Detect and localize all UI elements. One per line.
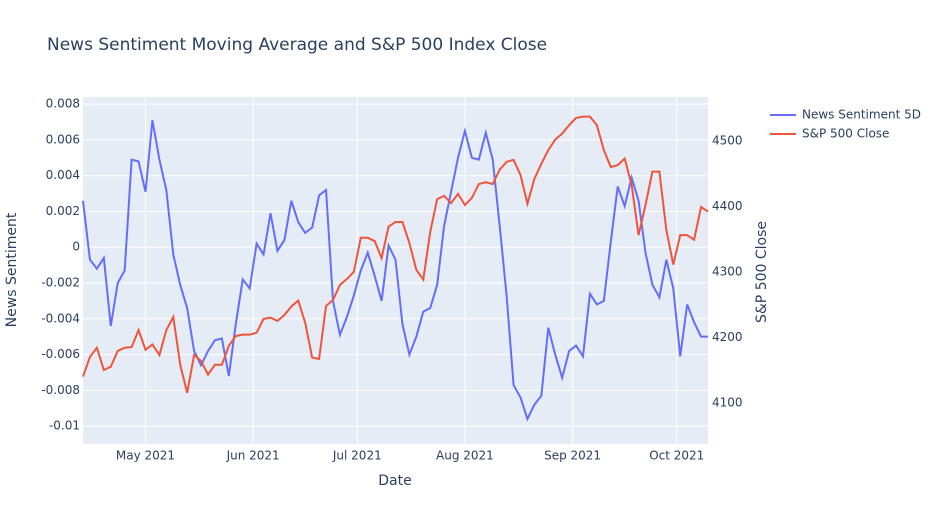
series-line xyxy=(82,120,708,422)
legend-label: S&P 500 Close xyxy=(802,127,889,141)
x-tick-label: Jun 2021 xyxy=(226,449,280,463)
x-tick-label: Aug 2021 xyxy=(436,449,494,463)
y2-axis-title: S&P 500 Close xyxy=(754,221,770,323)
y-tick-label: -0.01 xyxy=(49,419,80,433)
y-tick-label: 0.002 xyxy=(46,204,80,218)
y-tick-label: 0.008 xyxy=(46,97,80,111)
y-tick-label: 0 xyxy=(72,240,80,254)
x-tick-label: Sep 2021 xyxy=(544,449,601,463)
series-line xyxy=(82,115,709,394)
x-axis-title: Date xyxy=(378,473,411,489)
y2-tick-label: 4400 xyxy=(712,199,743,213)
x-tick-label: May 2021 xyxy=(116,449,175,463)
y-tick-label: -0.006 xyxy=(41,347,80,361)
y2-tick-label: 4200 xyxy=(712,330,743,344)
chart-title: News Sentiment Moving Average and S&P 50… xyxy=(47,35,547,55)
x-tick-label: Jul 2021 xyxy=(332,449,382,463)
y2-tick-label: 4500 xyxy=(712,133,743,147)
y-tick-label: 0.004 xyxy=(46,168,80,182)
plot-area xyxy=(83,97,708,444)
legend-label: News Sentiment 5D xyxy=(802,108,921,122)
y2-tick-label: 4100 xyxy=(712,395,743,409)
y-tick-label: 0.006 xyxy=(46,132,80,146)
y-tick-label: -0.004 xyxy=(41,311,80,325)
x-tick-label: Oct 2021 xyxy=(649,449,704,463)
y-tick-label: -0.008 xyxy=(41,383,80,397)
y2-tick-label: 4300 xyxy=(712,264,743,278)
y-tick-label: -0.002 xyxy=(41,276,80,290)
y-axis-title: News Sentiment xyxy=(4,212,20,327)
